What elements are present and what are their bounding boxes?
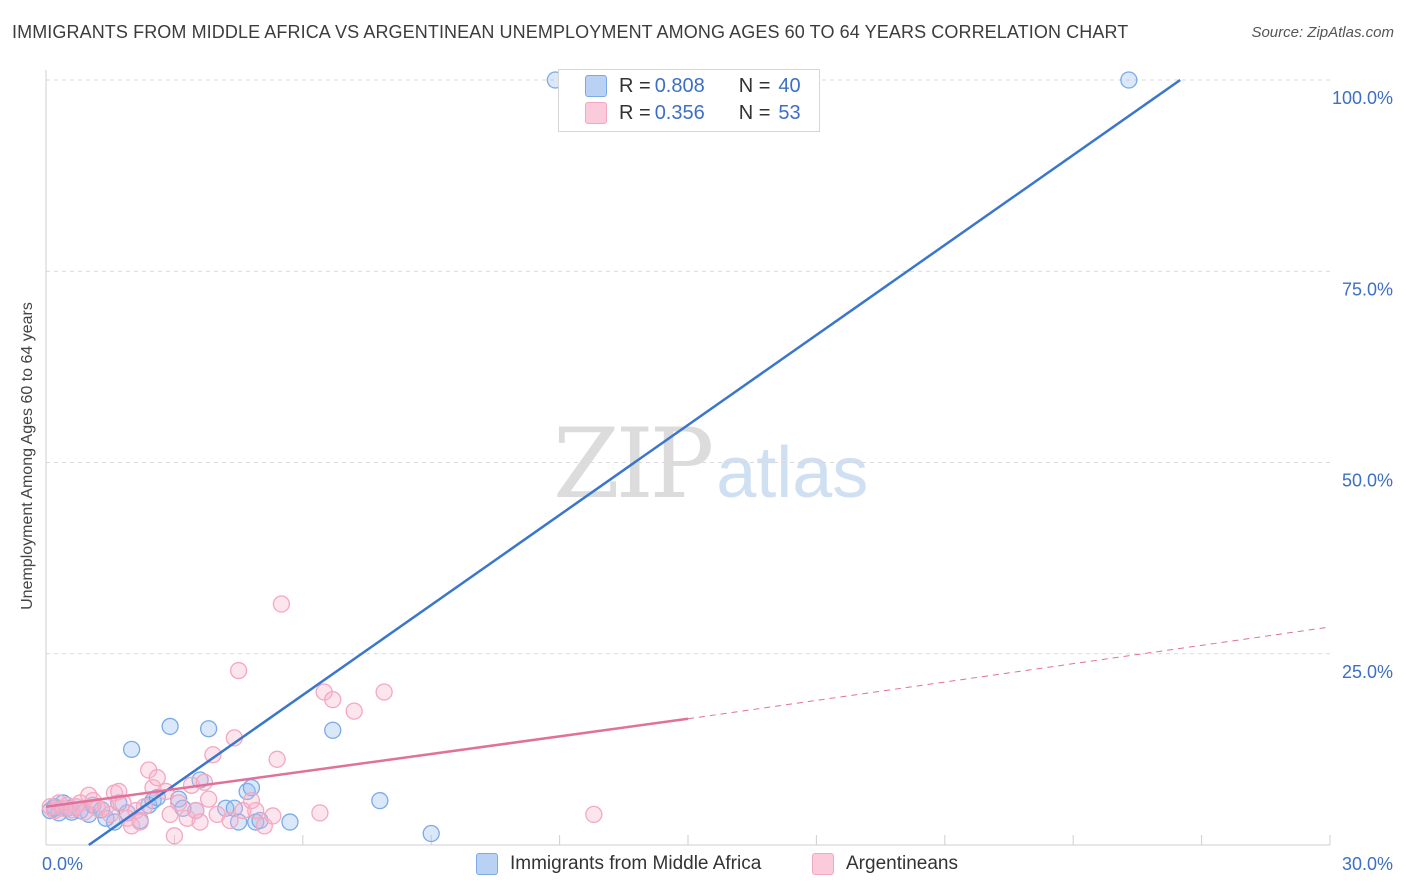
point-immigrants — [422, 824, 440, 843]
legend-n-label: N = — [738, 101, 771, 124]
bottom-legend-argentineans: Argentineans — [812, 851, 958, 877]
point-argentineans — [272, 595, 291, 613]
legend-n-value-pink: 53 — [778, 101, 801, 124]
point-immigrants — [170, 790, 188, 808]
point-immigrants — [161, 717, 179, 736]
point-argentineans — [375, 683, 393, 701]
point-argentineans — [170, 794, 188, 812]
legend-n-value-blue: 40 — [778, 74, 801, 97]
point-argentineans — [324, 691, 342, 709]
point-argentineans — [75, 803, 94, 821]
point-argentineans — [131, 813, 149, 831]
legend-swatch-pink — [585, 102, 607, 124]
point-argentineans — [161, 805, 179, 824]
point-argentineans — [345, 702, 363, 720]
point-argentineans — [191, 813, 209, 831]
point-immigrants — [199, 720, 218, 738]
bottom-legend-immigrants: Immigrants from Middle Africa — [476, 851, 761, 877]
point-argentineans — [247, 801, 265, 820]
point-argentineans — [268, 750, 286, 768]
y-tick-label: 75.0% — [1342, 279, 1393, 299]
legend-row-pink: R = 0.356 N = 53 — [585, 101, 805, 125]
legend-n-label: N = — [738, 74, 771, 97]
point-argentineans — [101, 805, 119, 824]
legend-r-label: R = — [619, 101, 651, 124]
point-argentineans — [229, 661, 248, 680]
point-argentineans — [199, 790, 218, 808]
point-argentineans — [242, 791, 261, 810]
x-tick-label: 0.0% — [42, 854, 83, 874]
bottom-legend-swatch-blue — [476, 853, 498, 875]
legend-swatch-blue — [585, 75, 607, 97]
point-argentineans — [148, 769, 166, 787]
legend-r-value-pink: 0.356 — [654, 101, 705, 124]
bottom-legend-label-argentineans: Argentineans — [846, 853, 958, 874]
point-immigrants — [281, 813, 299, 831]
trendline-immigrants — [88, 78, 1181, 847]
point-argentineans — [585, 805, 603, 824]
y-tick-label: 50.0% — [1342, 471, 1393, 491]
point-argentineans — [204, 746, 222, 764]
point-immigrants — [324, 721, 342, 739]
chart-title: IMMIGRANTS FROM MIDDLE AFRICA VS ARGENTI… — [12, 22, 1129, 42]
legend-r-value-blue: 0.808 — [654, 74, 705, 97]
point-argentineans — [311, 804, 329, 822]
point-argentineans — [165, 827, 184, 845]
x-tick-label: 30.0% — [1342, 854, 1393, 874]
point-immigrants — [122, 740, 141, 759]
watermark-atlas: atlas — [716, 433, 869, 513]
bottom-legend-label-immigrants: Immigrants from Middle Africa — [510, 853, 762, 874]
trendline-argentineans — [45, 717, 689, 808]
y-tick-label: 25.0% — [1342, 662, 1393, 682]
point-argentineans — [264, 807, 282, 825]
correlation-legend: R = 0.808 N = 40 R = 0.356 N = 53 — [558, 69, 820, 132]
point-immigrants — [371, 791, 389, 810]
point-immigrants — [1120, 71, 1138, 89]
trendline-argentineans-extension — [687, 626, 1331, 720]
legend-row-blue: R = 0.808 N = 40 — [585, 74, 805, 98]
y-tick-label: 100.0% — [1332, 88, 1393, 108]
point-argentineans — [195, 773, 214, 791]
legend-r-label: R = — [619, 74, 651, 97]
point-argentineans — [221, 811, 239, 830]
bottom-legend-swatch-pink — [812, 853, 834, 875]
chart-source: Source: ZipAtlas.com — [1251, 24, 1394, 41]
